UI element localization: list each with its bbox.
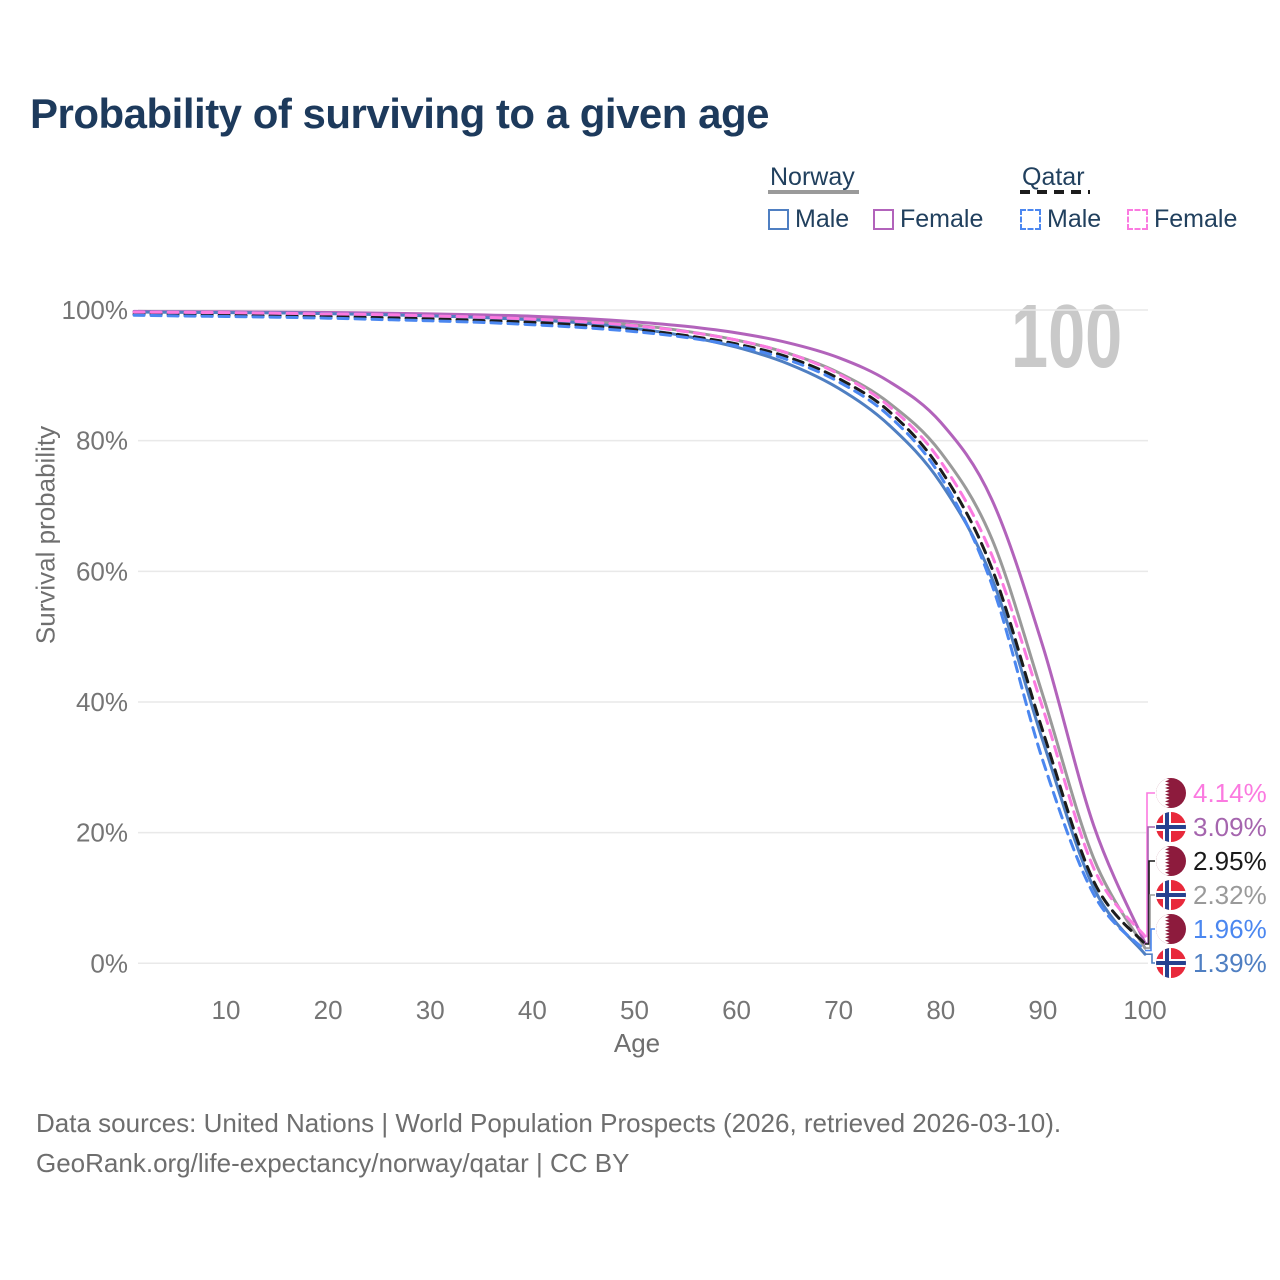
legend-label-qatar-male: Male [1047, 205, 1102, 233]
legend-country-norway: Norway [770, 163, 855, 191]
norway-flag-icon [1156, 880, 1186, 910]
legend-line-sample-norway [768, 190, 859, 194]
curve-qatar-male [132, 313, 1147, 952]
leader-line-2.95% [1145, 860, 1155, 945]
curve-qatar-both [132, 312, 1147, 946]
y-axis-title: Survival probability [30, 425, 61, 645]
end-label-value: 1.39% [1193, 947, 1267, 978]
legend-country-qatar: Qatar [1022, 163, 1085, 191]
legend-item-norway-male[interactable]: Male [768, 205, 849, 234]
y-tick-60: 60% [76, 556, 128, 586]
legend-line-sample-qatar [1020, 190, 1090, 194]
norway-male-swatch-icon [768, 209, 789, 230]
leader-line-3.09% [1145, 826, 1155, 944]
y-tick-100: 100% [62, 295, 129, 325]
curve-norway-female [132, 309, 1147, 945]
legend-item-qatar-male[interactable]: Male [1020, 205, 1101, 234]
x-tick-60: 60 [722, 995, 751, 1025]
qatar-male-swatch-icon [1020, 209, 1041, 230]
end-label-value: 2.32% [1193, 879, 1267, 910]
qatar-flag-icon [1156, 778, 1186, 808]
page-title: Probability of surviving to a given age [30, 90, 769, 137]
x-tick-80: 80 [926, 995, 955, 1025]
x-tick-90: 90 [1028, 995, 1057, 1025]
norway-flag-icon [1156, 812, 1186, 842]
end-label-value: 3.09% [1193, 811, 1267, 842]
norway-female-swatch-icon [873, 209, 894, 230]
x-tick-70: 70 [824, 995, 853, 1025]
y-tick-20: 20% [76, 818, 128, 848]
legend-label-norway-male: Male [795, 205, 850, 233]
data-sources-note: Data sources: United Nations | World Pop… [36, 1108, 1062, 1138]
end-label-norway-3.09%: 3.09% [1156, 812, 1267, 842]
end-label-qatar-1.96%: 1.96% [1156, 914, 1267, 944]
x-tick-10: 10 [212, 995, 241, 1025]
watermark-age-100: 100 [1010, 287, 1122, 387]
end-label-value: 2.95% [1193, 845, 1267, 876]
leader-line-4.14% [1145, 792, 1155, 938]
x-tick-30: 30 [416, 995, 445, 1025]
legend-item-norway-female[interactable]: Female [873, 205, 983, 234]
norway-flag-icon [1156, 948, 1186, 978]
end-label-norway-2.32%: 2.32% [1156, 880, 1267, 910]
end-label-value: 1.96% [1193, 913, 1267, 944]
end-label-norway-1.39%: 1.39% [1156, 948, 1267, 978]
end-label-value: 4.14% [1193, 777, 1267, 808]
end-label-qatar-4.14%: 4.14% [1156, 778, 1267, 808]
attribution-link: GeoRank.org/life-expectancy/norway/qatar… [36, 1148, 630, 1178]
x-tick-50: 50 [620, 995, 649, 1025]
qatar-flag-icon [1156, 914, 1186, 944]
y-tick-80: 80% [76, 426, 128, 456]
curve-norway-both [132, 310, 1147, 950]
x-tick-100: 100 [1123, 995, 1166, 1025]
x-tick-20: 20 [314, 995, 343, 1025]
legend-item-qatar-female[interactable]: Female [1127, 205, 1237, 234]
leader-line-1.39% [1145, 953, 1155, 964]
y-tick-40: 40% [76, 687, 128, 717]
leader-line-2.32% [1145, 894, 1155, 949]
qatar-flag-icon [1156, 846, 1186, 876]
x-axis-title: Age [613, 1028, 661, 1058]
legend-label-qatar-female: Female [1154, 205, 1238, 233]
leader-line-1.96% [1145, 928, 1155, 952]
legend-label-norway-female: Female [900, 205, 984, 233]
y-tick-0: 0% [90, 948, 128, 978]
curve-norway-male [132, 310, 1147, 956]
end-label-qatar-2.95%: 2.95% [1156, 846, 1267, 876]
qatar-female-swatch-icon [1127, 209, 1148, 230]
x-tick-40: 40 [518, 995, 547, 1025]
curve-qatar-female [132, 310, 1147, 938]
